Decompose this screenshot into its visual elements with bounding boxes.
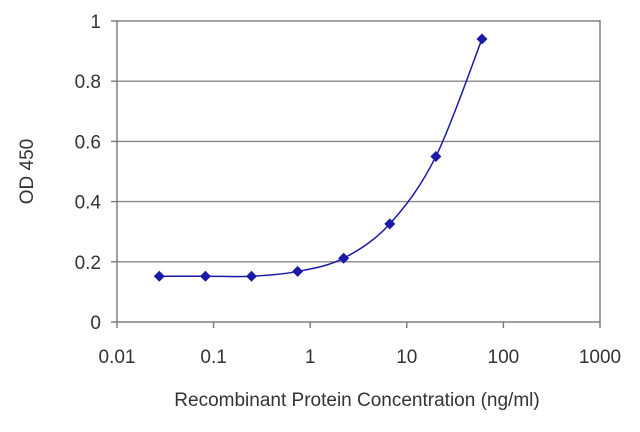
x-tick-label: 10	[396, 347, 417, 368]
data-point-marker	[153, 270, 165, 282]
y-tick-label: 0.2	[75, 253, 101, 274]
x-tick-label: 1	[305, 347, 316, 368]
y-tick-label: 1	[90, 12, 101, 33]
y-tick-labels: 0 0.2 0.4 0.6 0.8 1	[75, 12, 102, 334]
data-point-marker	[476, 33, 488, 45]
data-point-marker	[384, 218, 396, 230]
data-point-marker	[246, 270, 258, 282]
y-tick-label: 0.6	[75, 132, 101, 153]
plot-area-frame	[116, 20, 601, 323]
y-tick-label: 0.4	[75, 193, 102, 214]
gridlines	[117, 80, 600, 263]
y-axis-title: OD 450	[17, 139, 38, 204]
data-point-marker	[199, 270, 211, 282]
x-axis-title: Recombinant Protein Concentration (ng/ml…	[174, 390, 539, 411]
x-tick-label: 0.01	[99, 347, 136, 368]
y-tick-label: 0.8	[75, 72, 101, 93]
x-tick-label: 100	[488, 347, 520, 368]
data-point-marker	[338, 252, 350, 264]
data-series	[153, 33, 488, 282]
x-tick-label: 0.1	[200, 347, 226, 368]
y-tick-label: 0	[90, 313, 101, 334]
x-tick-label: 1000	[579, 347, 621, 368]
data-point-marker	[430, 150, 442, 162]
x-tick-labels: 0.01 0.1 1 10 100 1000	[99, 347, 622, 368]
tick-marks	[111, 20, 601, 328]
data-point-marker	[292, 265, 304, 277]
